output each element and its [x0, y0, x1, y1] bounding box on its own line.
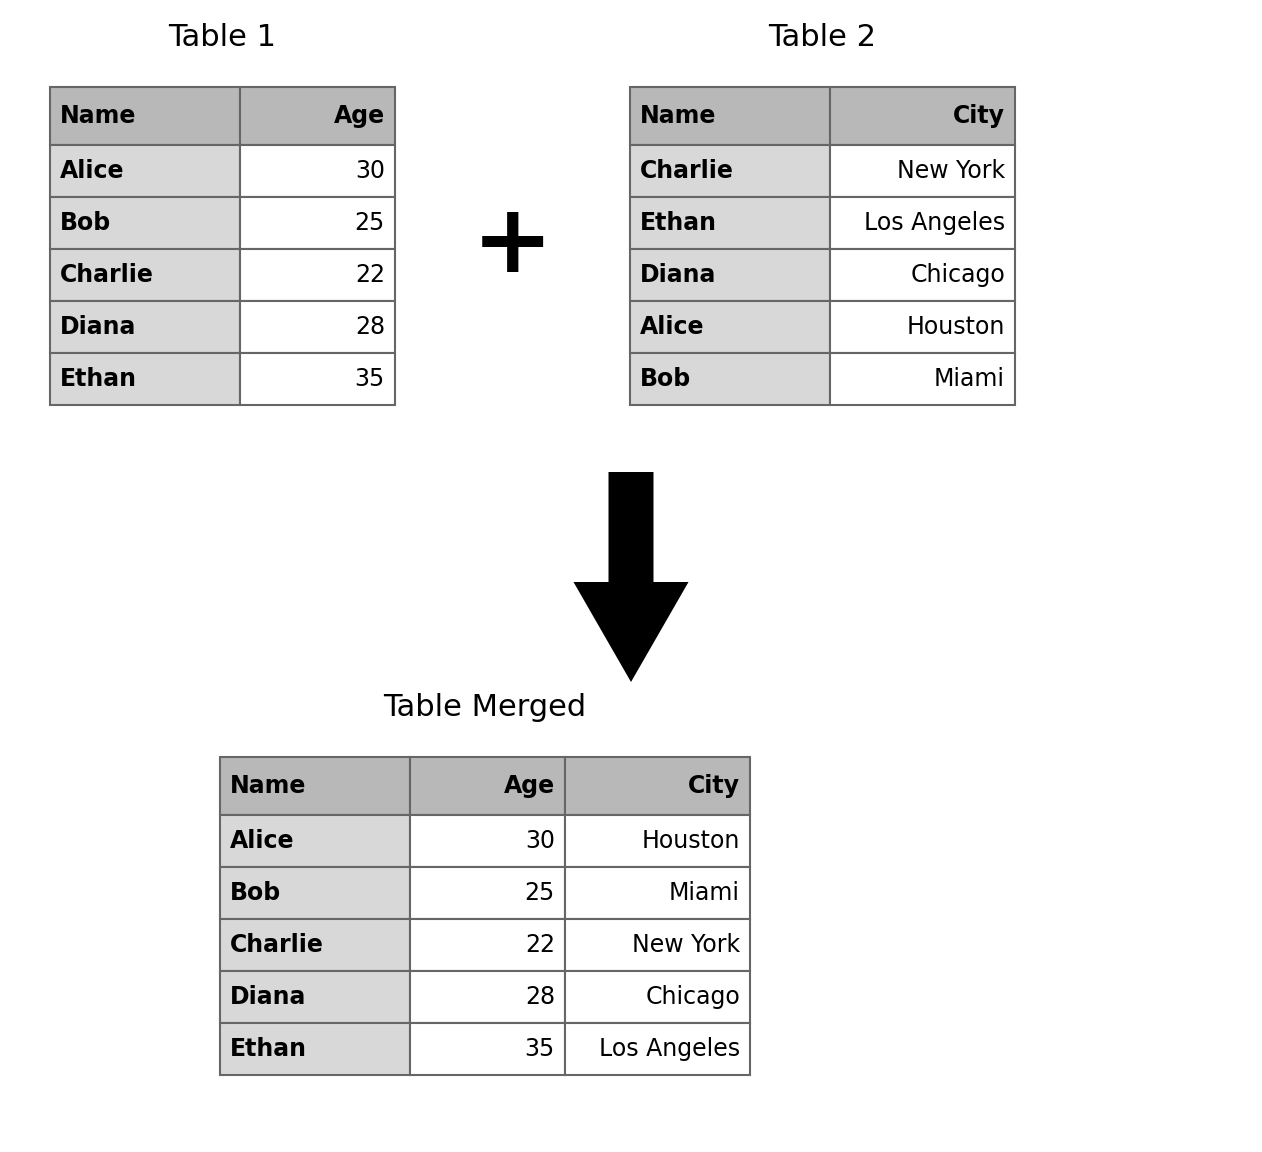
Text: Miami: Miami	[934, 367, 1005, 391]
Bar	[410, 971, 565, 1023]
Bar	[630, 301, 830, 353]
Text: Los Angeles: Los Angeles	[599, 1037, 740, 1061]
Text: City: City	[688, 774, 740, 798]
Bar	[630, 249, 830, 301]
Text: Charlie: Charlie	[230, 933, 324, 957]
Bar	[220, 814, 410, 867]
Text: Name: Name	[61, 104, 136, 128]
Text: Name: Name	[230, 774, 307, 798]
Text: Ethan: Ethan	[640, 211, 717, 235]
Bar	[565, 919, 750, 971]
Text: Table 1: Table 1	[169, 23, 276, 52]
Bar	[240, 249, 395, 301]
Text: Houston: Houston	[906, 314, 1005, 339]
Bar	[565, 971, 750, 1023]
Text: City: City	[953, 104, 1005, 128]
Text: 22: 22	[355, 263, 385, 287]
Text: Age: Age	[504, 774, 555, 798]
Bar	[830, 249, 1015, 301]
Text: Charlie: Charlie	[640, 159, 734, 183]
Bar	[830, 353, 1015, 406]
Bar	[220, 757, 410, 814]
Bar	[565, 1023, 750, 1075]
Text: Alice: Alice	[230, 829, 294, 852]
Bar	[220, 867, 410, 919]
Text: 22: 22	[525, 933, 555, 957]
Text: Table Merged: Table Merged	[384, 694, 587, 722]
Text: Diana: Diana	[640, 263, 717, 287]
Bar	[50, 353, 240, 406]
Text: Age: Age	[334, 104, 385, 128]
Text: 30: 30	[355, 159, 385, 183]
Text: Los Angeles: Los Angeles	[864, 211, 1005, 235]
Text: 30: 30	[525, 829, 555, 852]
Text: Diana: Diana	[61, 314, 136, 339]
Bar	[830, 301, 1015, 353]
Bar	[630, 88, 830, 145]
Text: Chicago: Chicago	[645, 985, 740, 1009]
Bar	[50, 88, 240, 145]
Text: 35: 35	[525, 1037, 555, 1061]
Text: Bob: Bob	[640, 367, 692, 391]
Bar	[220, 971, 410, 1023]
Text: Ethan: Ethan	[61, 367, 138, 391]
Text: 28: 28	[355, 314, 385, 339]
Text: Chicago: Chicago	[910, 263, 1005, 287]
Text: New York: New York	[632, 933, 740, 957]
Bar	[565, 757, 750, 814]
Bar	[410, 1023, 565, 1075]
Text: 28: 28	[525, 985, 555, 1009]
Bar	[565, 867, 750, 919]
Bar	[410, 814, 565, 867]
Polygon shape	[573, 472, 689, 682]
Text: Charlie: Charlie	[61, 263, 154, 287]
Bar	[830, 88, 1015, 145]
Bar	[830, 145, 1015, 197]
Text: New York: New York	[897, 159, 1005, 183]
Text: Alice: Alice	[640, 314, 704, 339]
Text: Miami: Miami	[669, 881, 740, 905]
Text: Diana: Diana	[230, 985, 307, 1009]
Bar	[565, 814, 750, 867]
Bar	[220, 1023, 410, 1075]
Bar	[630, 353, 830, 406]
Bar	[410, 867, 565, 919]
Bar	[240, 301, 395, 353]
Bar	[50, 249, 240, 301]
Bar	[50, 145, 240, 197]
Bar	[50, 301, 240, 353]
Text: Table 2: Table 2	[769, 23, 877, 52]
Text: Ethan: Ethan	[230, 1037, 307, 1061]
Text: +: +	[472, 199, 553, 293]
Bar	[830, 197, 1015, 249]
Bar	[630, 145, 830, 197]
Text: Bob: Bob	[230, 881, 281, 905]
Bar	[240, 197, 395, 249]
Bar	[410, 919, 565, 971]
Text: 25: 25	[525, 881, 555, 905]
Text: Bob: Bob	[61, 211, 111, 235]
Text: 35: 35	[355, 367, 385, 391]
Bar	[240, 145, 395, 197]
Bar	[220, 919, 410, 971]
Bar	[410, 757, 565, 814]
Text: Houston: Houston	[641, 829, 740, 852]
Text: Name: Name	[640, 104, 717, 128]
Text: Alice: Alice	[61, 159, 125, 183]
Bar	[50, 197, 240, 249]
Bar	[240, 88, 395, 145]
Bar	[240, 353, 395, 406]
Text: 25: 25	[355, 211, 385, 235]
Bar	[630, 197, 830, 249]
